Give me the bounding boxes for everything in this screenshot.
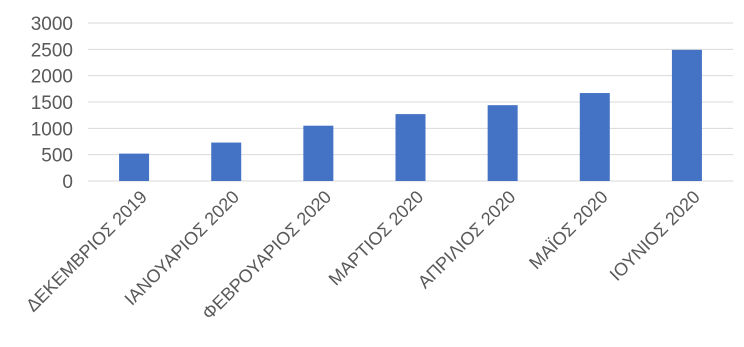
bar: [395, 114, 426, 181]
y-tick-label: 500: [41, 146, 73, 167]
y-tick-label: 1500: [31, 93, 73, 114]
bar: [579, 93, 610, 181]
y-tick-label: 1000: [31, 119, 73, 140]
bar: [671, 49, 702, 181]
bar: [119, 153, 150, 181]
y-tick-label: 0: [62, 172, 73, 193]
category-label: ΜΑΡΤΙΟΣ 2020: [325, 187, 428, 290]
y-tick-label: 3000: [31, 14, 73, 35]
y-axis-tick-labels: 0 500 1000 1500 2000 2500 3000: [31, 14, 73, 193]
bar: [211, 142, 242, 181]
category-label: ΜΑΪΟΣ 2020: [525, 187, 611, 273]
category-label: ΙΟΥΝΙΟΣ 2020: [606, 187, 704, 285]
y-tick-label: 2000: [31, 67, 73, 88]
bar: [487, 105, 518, 181]
y-tick-label: 2500: [31, 40, 73, 61]
bar: [303, 125, 334, 181]
category-label: ΑΠΡΙΛΙΟΣ 2020: [414, 187, 520, 293]
bars: [119, 49, 702, 181]
